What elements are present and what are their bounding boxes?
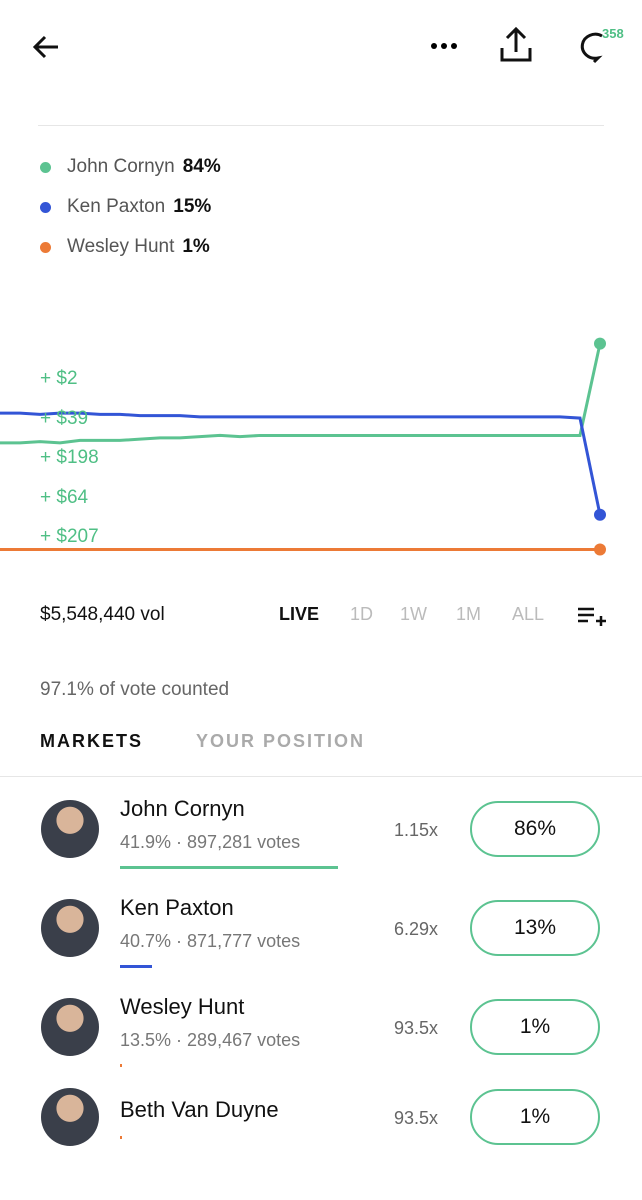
candidate-name: Wesley Hunt xyxy=(120,994,245,1019)
candidate-stats: 41.9% · 897,281 votes xyxy=(120,832,301,852)
candidate-avatar xyxy=(41,800,99,858)
more-button[interactable] xyxy=(428,36,462,56)
candidate-stats: 40.7% · 871,777 votes xyxy=(120,931,301,951)
buy-button[interactable]: 86% xyxy=(470,801,600,857)
vote-bar xyxy=(120,965,152,968)
tab[interactable]: YOUR POSITION xyxy=(196,731,366,751)
candidate-stats: 13.5% · 289,467 votes xyxy=(120,1030,301,1050)
comment-count: 358 xyxy=(602,26,624,41)
share-button[interactable] xyxy=(498,26,534,66)
legend-swatch xyxy=(40,241,51,253)
range-button[interactable]: LIVE xyxy=(279,604,320,624)
comments-button[interactable] xyxy=(578,30,612,64)
vote-count: 97.1% of vote counted xyxy=(40,679,230,700)
trade-label: + $198 xyxy=(40,447,99,468)
trade-label: + $207 xyxy=(40,526,99,547)
legend-item: Wesley Hunt 1% xyxy=(40,236,210,258)
candidate-name: Beth Van Duyne xyxy=(120,1097,279,1122)
range-button[interactable]: 1W xyxy=(400,604,427,624)
payout: 6.29x xyxy=(394,919,439,939)
payout: 93.5x xyxy=(394,1108,439,1128)
end-point xyxy=(594,543,606,556)
legend-name: Wesley Hunt xyxy=(67,236,175,257)
candidate-avatar xyxy=(41,998,99,1056)
legend-item: John Cornyn 84% xyxy=(40,156,221,178)
range-button[interactable]: 1D xyxy=(350,604,374,624)
trade-label: + $64 xyxy=(40,486,89,508)
legend-name: John Cornyn xyxy=(67,156,175,177)
back-button[interactable] xyxy=(30,30,64,64)
vote-bar xyxy=(120,1136,122,1139)
price-chart xyxy=(0,337,606,556)
payout: 93.5x xyxy=(394,1018,439,1038)
legend-swatch xyxy=(40,161,51,173)
legend-swatch xyxy=(40,201,51,213)
candidate-avatar xyxy=(41,1088,99,1146)
divider xyxy=(38,125,604,126)
legend-item: Ken Paxton 15% xyxy=(40,196,211,218)
vote-bar xyxy=(120,866,338,869)
range-button[interactable]: ALL xyxy=(512,604,545,624)
buy-button[interactable]: 1% xyxy=(470,1089,600,1145)
candidate-name: John Cornyn xyxy=(120,796,245,821)
divider xyxy=(0,776,642,777)
end-point xyxy=(594,508,606,521)
chart-options[interactable] xyxy=(576,604,606,628)
price-line xyxy=(0,411,602,516)
legend-value: 15% xyxy=(173,196,212,217)
legend-value: 1% xyxy=(182,236,210,257)
legend-name: Ken Paxton xyxy=(67,196,166,217)
tab[interactable]: MARKETS xyxy=(40,731,143,751)
price-line xyxy=(0,343,602,445)
candidate-avatar xyxy=(41,899,99,957)
trade-label: + $39 xyxy=(40,407,89,429)
volume: $5,548,440 vol xyxy=(40,604,165,625)
buy-button[interactable]: 13% xyxy=(470,900,600,956)
trade-label: + $2 xyxy=(40,368,78,389)
vote-bar xyxy=(120,1064,122,1067)
end-point xyxy=(594,337,606,350)
buy-button[interactable]: 1% xyxy=(470,999,600,1055)
candidate-name: Ken Paxton xyxy=(120,895,234,920)
range-button[interactable]: 1M xyxy=(456,604,482,624)
payout: 1.15x xyxy=(394,820,439,840)
legend-value: 84% xyxy=(182,156,221,177)
